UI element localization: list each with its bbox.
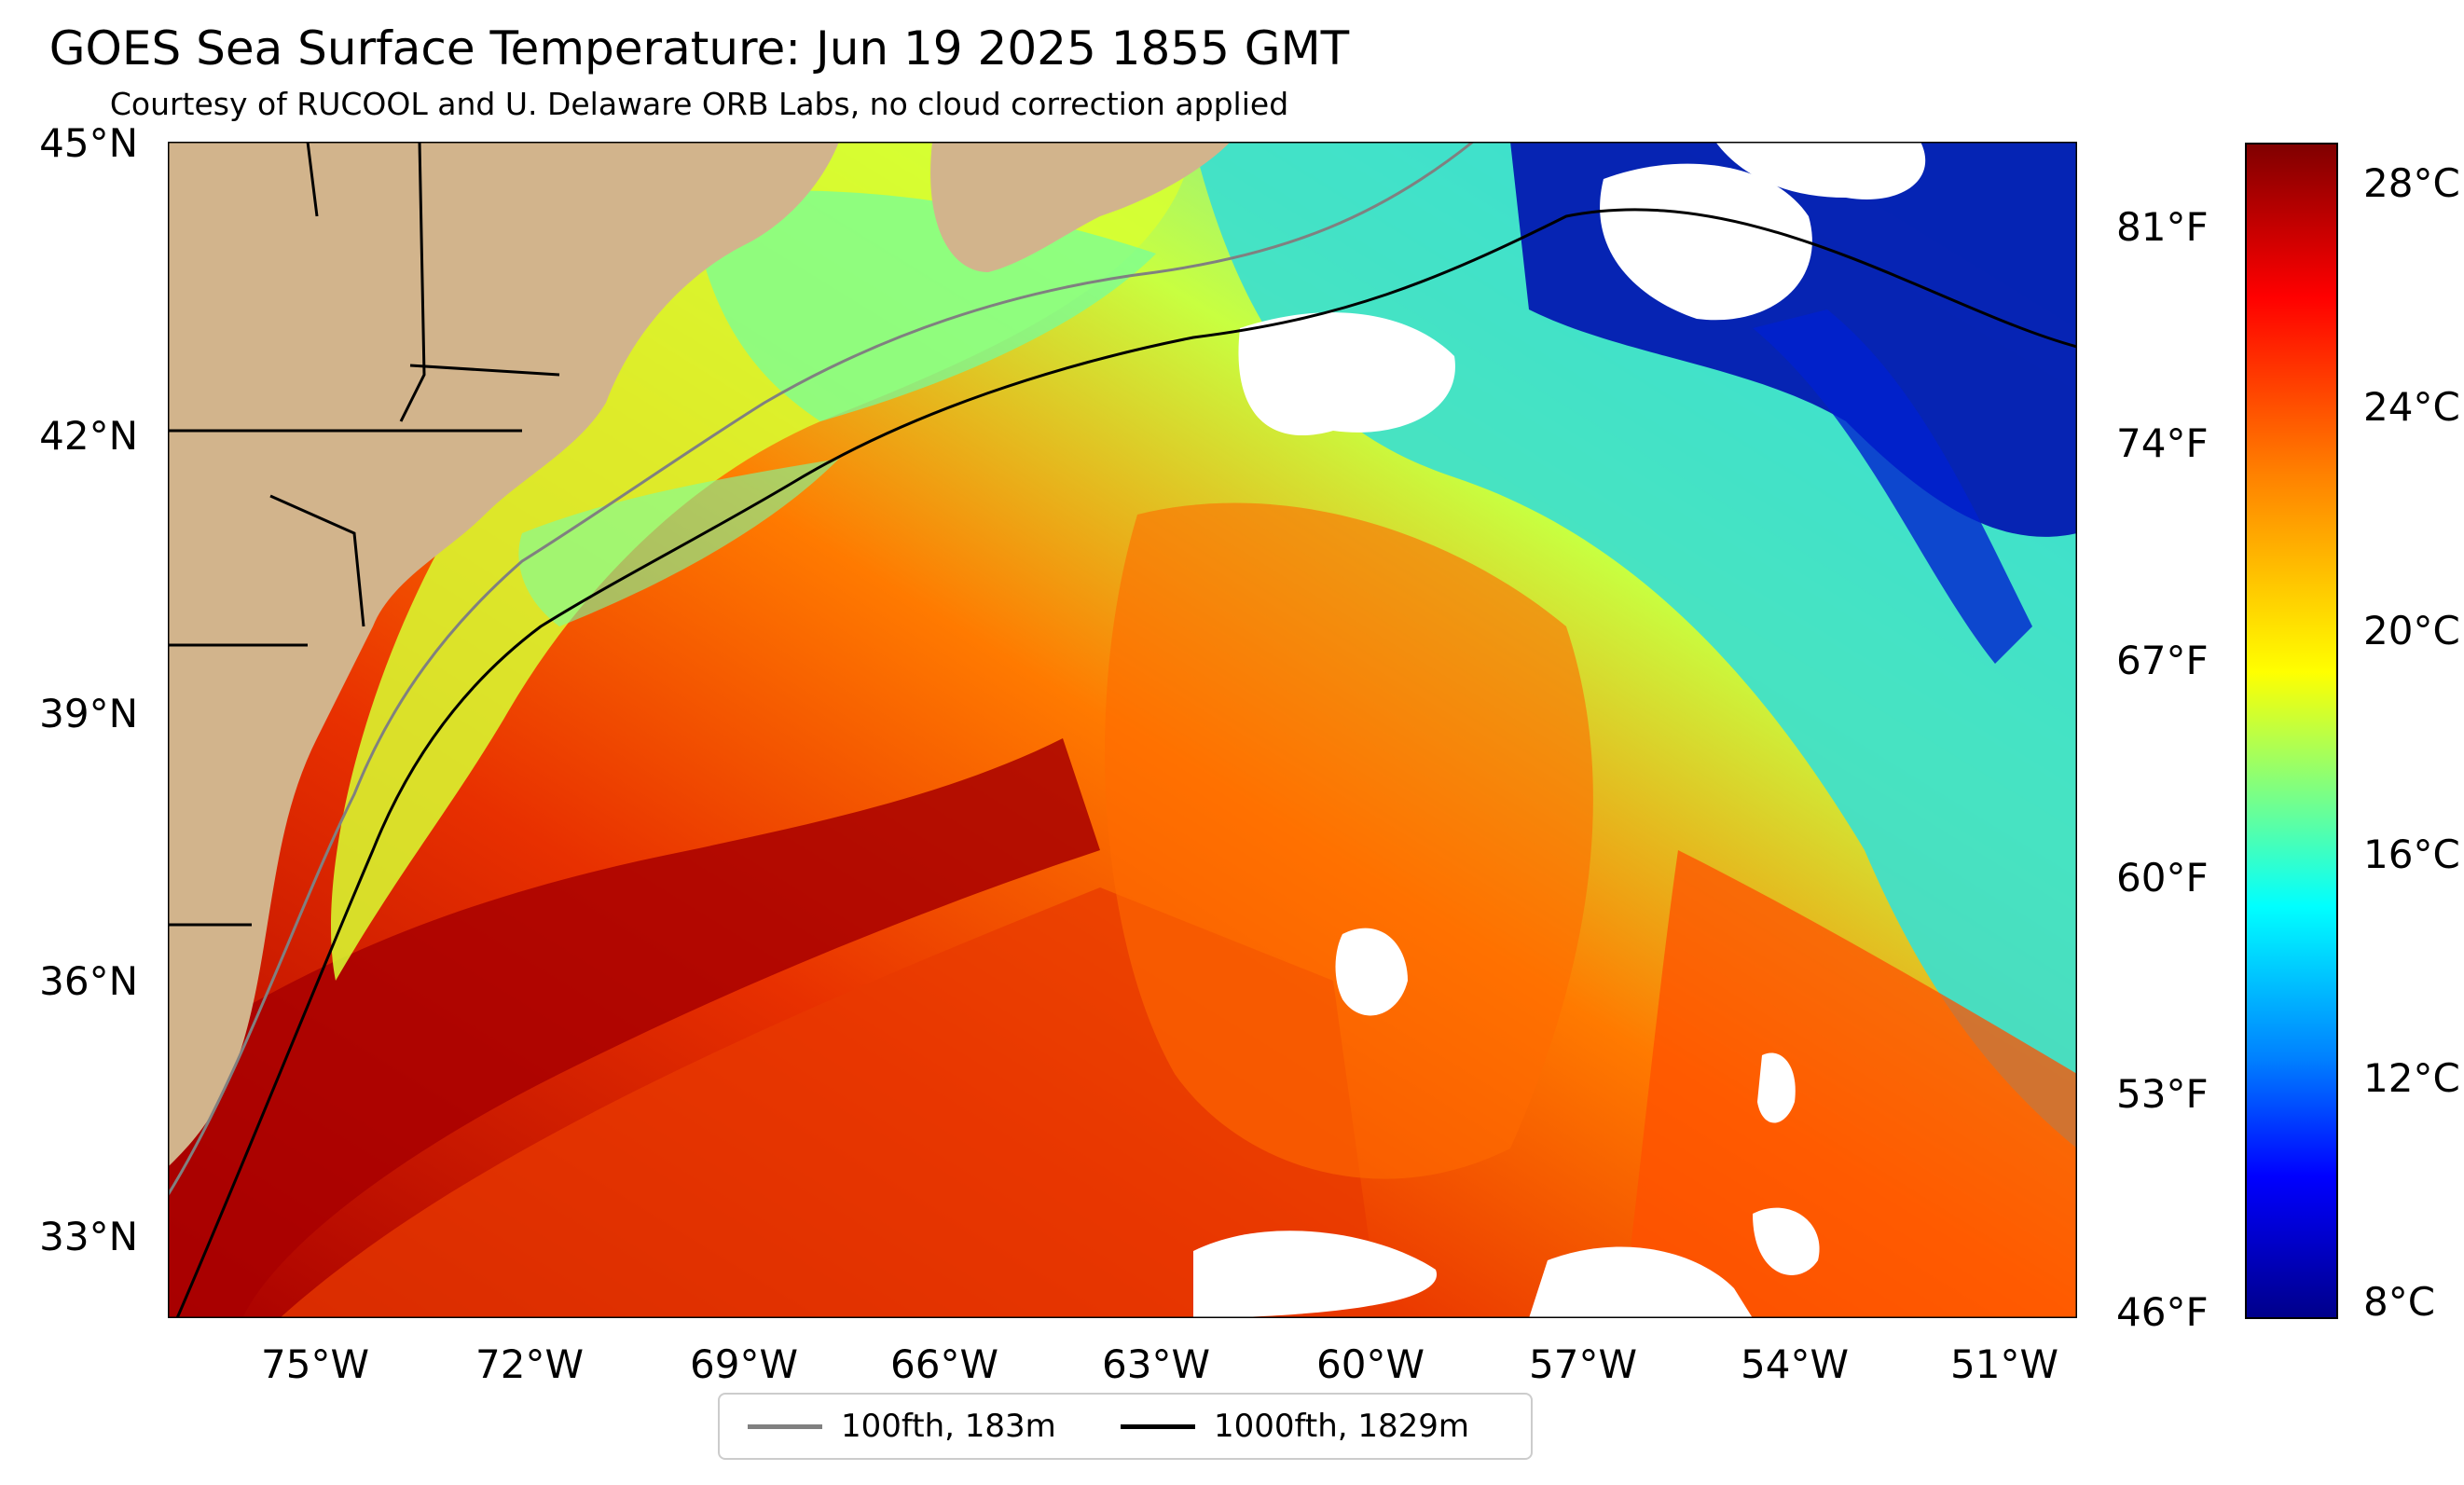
cb-tick-12c: 12°C bbox=[2363, 1055, 2460, 1101]
land-mass bbox=[168, 142, 839, 1167]
cb-tick-20c: 20°C bbox=[2363, 608, 2460, 653]
gulf-stream-core bbox=[168, 738, 1100, 1318]
mid-atlantic-cool-shelf bbox=[518, 459, 839, 626]
lon-tick-60w: 60°W bbox=[1316, 1341, 1425, 1387]
sst-map bbox=[168, 142, 2077, 1318]
legend-item-100fth: 100fth, 183m bbox=[748, 1395, 1056, 1458]
legend-swatch-1000fth bbox=[1121, 1423, 1195, 1429]
legend-label-100fth: 100fth, 183m bbox=[841, 1408, 1056, 1445]
lat-tick-42: 42°N bbox=[39, 413, 138, 459]
temperature-colorbar bbox=[2245, 143, 2338, 1319]
f-tick-81: 81°F bbox=[2116, 204, 2209, 250]
lat-tick-45: 45°N bbox=[39, 120, 138, 166]
lon-tick-66w: 66°W bbox=[890, 1341, 998, 1387]
lon-tick-72w: 72°W bbox=[475, 1341, 584, 1387]
legend-swatch-100fth bbox=[748, 1423, 822, 1429]
lon-tick-63w: 63°W bbox=[1102, 1341, 1210, 1387]
f-tick-60: 60°F bbox=[2116, 855, 2209, 901]
cloud-mask bbox=[1193, 142, 1926, 1318]
lon-tick-69w: 69°W bbox=[690, 1341, 798, 1387]
map-title: GOES Sea Surface Temperature: Jun 19 202… bbox=[48, 21, 1350, 76]
cb-tick-16c: 16°C bbox=[2363, 832, 2460, 877]
isobath-1000fth bbox=[175, 208, 2077, 1318]
lon-tick-54w: 54°W bbox=[1741, 1341, 1849, 1387]
isobath-100fth bbox=[168, 142, 1474, 1196]
lat-tick-39: 39°N bbox=[39, 691, 138, 736]
legend-item-1000fth: 1000fth, 1829m bbox=[1121, 1395, 1469, 1458]
southern-warm-water bbox=[280, 887, 1380, 1318]
nova-scotia-land bbox=[930, 142, 1231, 272]
southeast-warm-water bbox=[1622, 850, 2077, 1318]
f-tick-74: 74°F bbox=[2116, 420, 2209, 466]
cb-tick-28c: 28°C bbox=[2363, 160, 2460, 206]
lat-tick-33: 33°N bbox=[39, 1214, 138, 1259]
f-tick-53: 53°F bbox=[2116, 1071, 2209, 1117]
map-subtitle: Courtesy of RUCOOL and U. Delaware ORB L… bbox=[109, 86, 1289, 122]
state-borders bbox=[168, 142, 560, 927]
cb-tick-24c: 24°C bbox=[2363, 384, 2460, 430]
f-tick-67: 67°F bbox=[2116, 638, 2209, 683]
f-tick-46: 46°F bbox=[2116, 1289, 2209, 1335]
cold-filament bbox=[1753, 309, 2032, 664]
isobath-legend: 100fth, 183m 1000fth, 1829m bbox=[718, 1393, 1533, 1460]
legend-label-1000fth: 1000fth, 1829m bbox=[1214, 1408, 1470, 1445]
central-warm-eddies bbox=[1105, 502, 1593, 1179]
lon-tick-51w: 51°W bbox=[1950, 1341, 2058, 1387]
cb-tick-8c: 8°C bbox=[2363, 1279, 2436, 1325]
lon-tick-75w: 75°W bbox=[261, 1341, 369, 1387]
lat-tick-36: 36°N bbox=[39, 958, 138, 1004]
lon-tick-57w: 57°W bbox=[1529, 1341, 1637, 1387]
